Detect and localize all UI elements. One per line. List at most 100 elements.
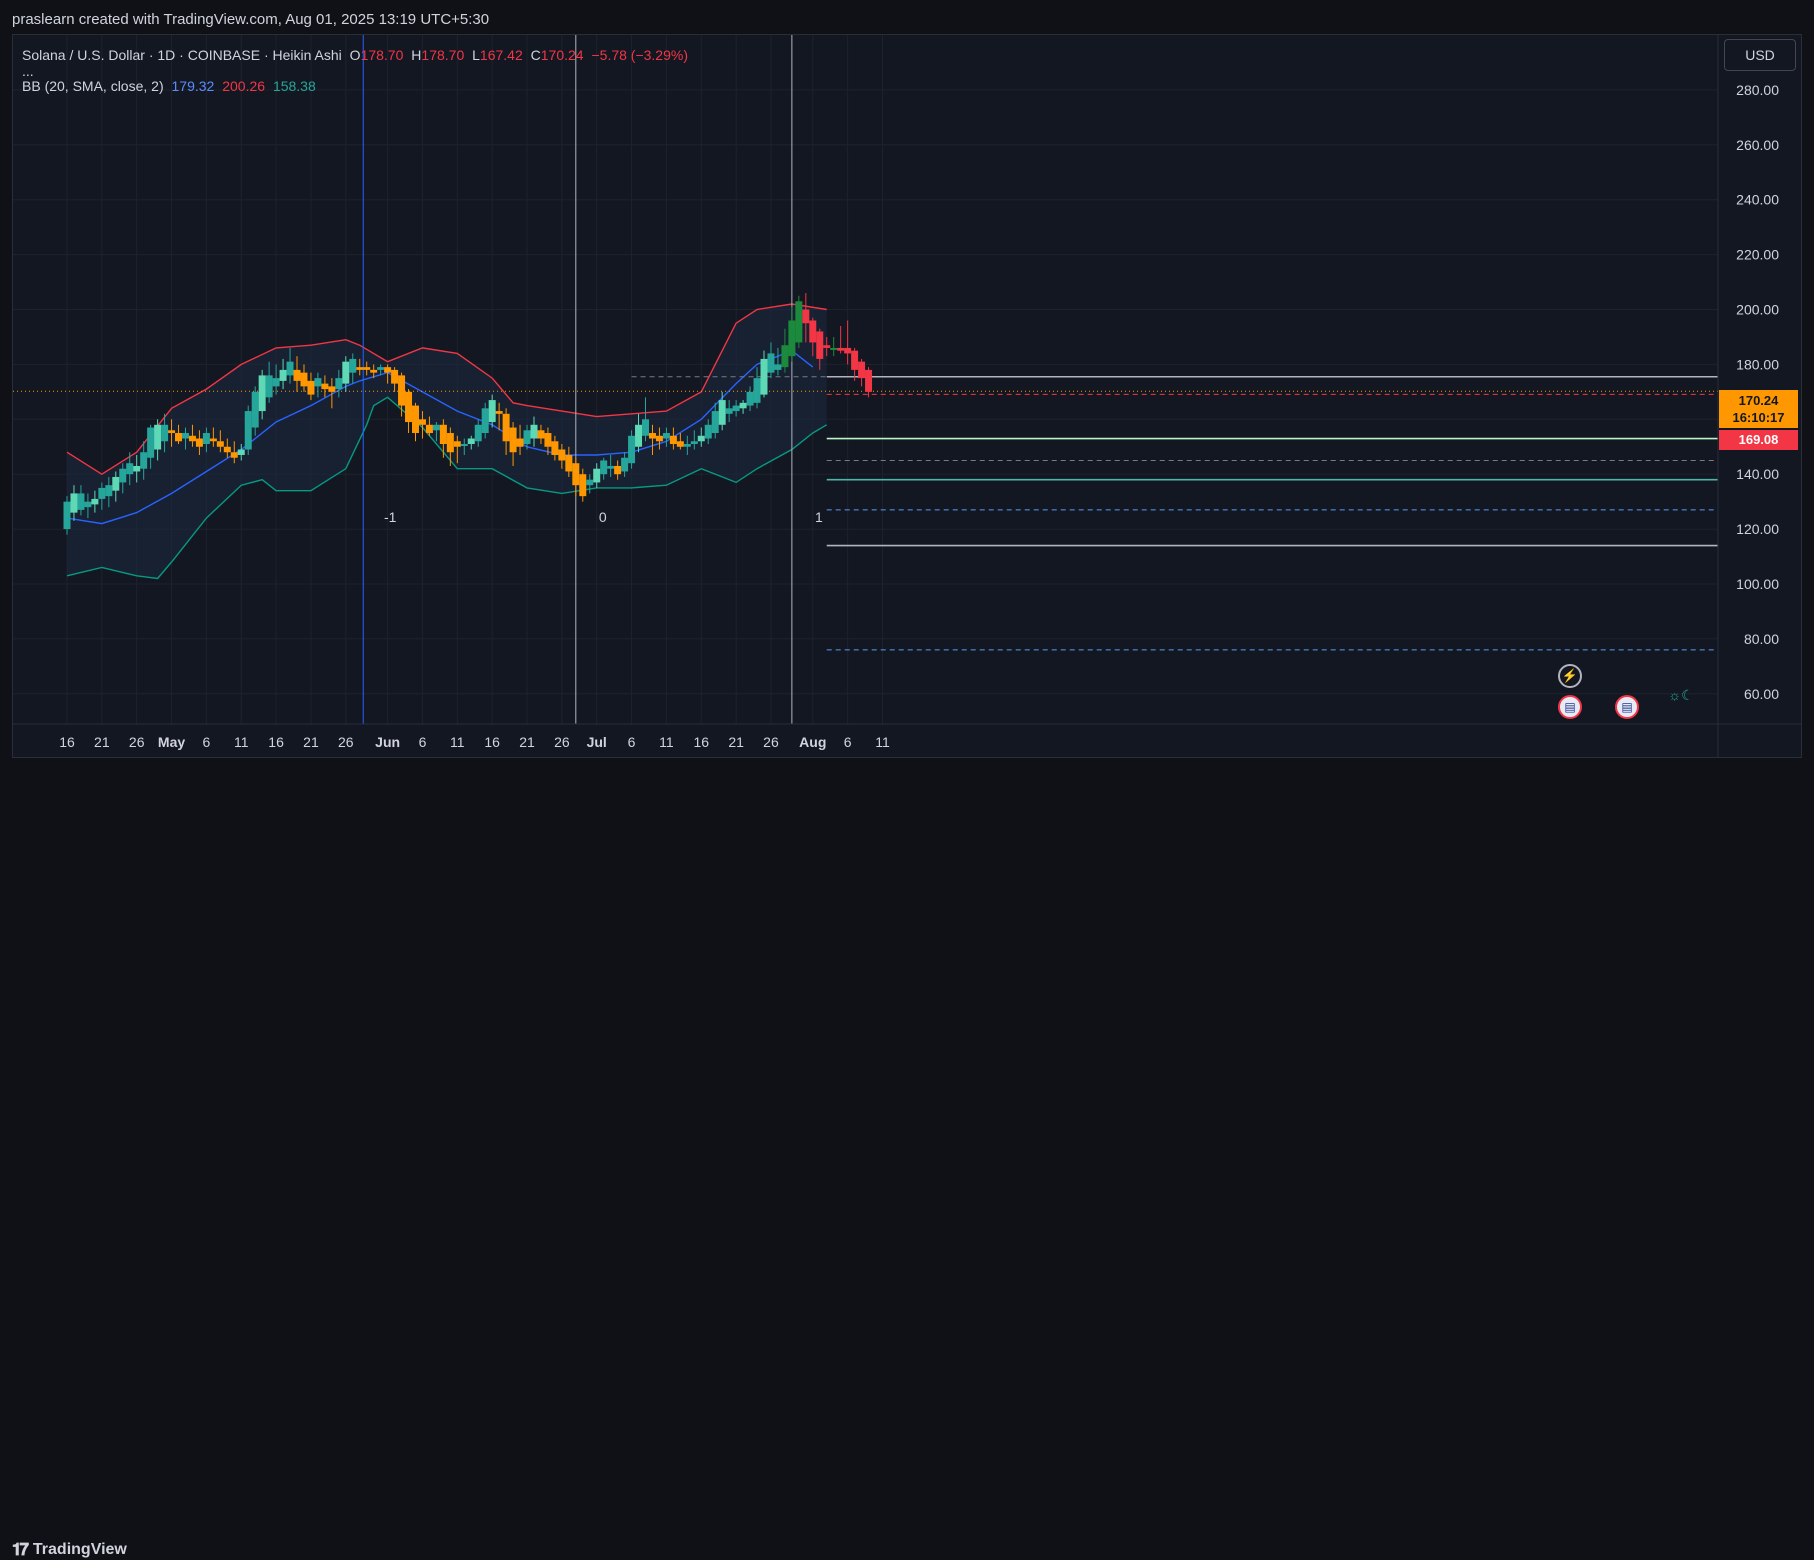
candle-body [655,435,663,442]
candle-body [565,454,573,472]
candle [154,419,162,461]
open-value: 178.70 [360,47,404,63]
candle-body [439,424,447,445]
vertical-marker-label: 1 [815,509,823,525]
candle [858,358,866,387]
candle-body [593,468,601,483]
candle [384,364,392,384]
candle-body [230,452,238,458]
candle [377,364,385,376]
open-label: O [349,47,361,63]
tradingview-logo[interactable]: 𝟏𝟕 TradingView [12,1540,127,1560]
candle [593,463,601,488]
candle [739,400,747,414]
candle-body [168,430,176,434]
us-flag-icon[interactable]: ▤ [1558,695,1582,719]
x-tick-label: 6 [419,734,427,750]
x-tick-label: 26 [763,734,779,750]
candle [676,433,684,450]
candle [802,293,810,343]
candle [230,441,238,464]
candle-body [711,411,719,434]
bb-basis-line [66,349,814,525]
tradingview-logo-icon: 𝟏𝟕 [12,1540,29,1559]
candle [286,347,294,384]
x-tick-label: 11 [659,734,674,750]
candle [258,369,266,420]
candle-body [147,427,155,458]
candle-body [746,391,754,406]
candle-body [530,424,538,439]
candle-body [188,435,196,442]
candle [70,485,78,521]
candle-body [572,463,580,486]
candle [837,325,845,354]
symbol-description[interactable]: Solana / U.S. Dollar · 1D · COINBASE · H… [22,47,342,63]
candle [77,485,85,516]
candle [363,361,371,376]
legend-more-button[interactable]: ... [22,63,34,79]
candle [697,427,705,447]
vertical-marker-label: -1 [384,509,397,525]
sun-moon-icon[interactable]: ☼☾ [1668,686,1694,703]
x-tick-label: 6 [203,734,211,750]
candle [809,317,817,357]
candle-body [481,408,489,434]
candle-body [767,353,775,373]
candle-body [648,433,656,439]
candle-body [91,498,99,505]
candle [551,435,559,461]
y-tick-label: 100.00 [1736,576,1779,592]
candle [91,490,99,513]
candle-body [509,427,517,453]
candle [300,364,308,392]
candle-body [586,479,594,486]
candle [349,353,357,384]
candle [488,394,496,428]
candle [209,427,217,447]
close-value: 170.24 [540,47,584,63]
low-value: 167.42 [479,47,523,63]
candle [523,424,531,450]
candle [642,397,650,442]
candle [725,400,733,423]
chart-attribution: praslearn created with TradingView.com, … [12,11,490,28]
candle [279,358,287,390]
candle [711,402,719,439]
candle-body [133,465,141,472]
x-tick-label: Jun [375,734,400,750]
candle [237,444,245,461]
candle-body [802,309,810,324]
candle-body [795,301,803,343]
candle-body [307,380,315,395]
bb-legend-row[interactable]: BB (20, SMA, close, 2) 179.32 200.26 158… [22,77,688,96]
candle [223,438,231,458]
candle-body [844,347,852,354]
x-tick-label: Jul [587,734,607,750]
bb-upper-line [66,303,827,476]
currency-button[interactable]: USD [1724,39,1796,71]
change-value: −5.78 (−3.29%) [591,47,688,63]
price-chart[interactable]: -101 60.0080.00100.00120.00140.00160.001… [0,0,1814,766]
candle [84,493,92,519]
candle [356,358,364,376]
candle-body [551,441,559,455]
bb-label: BB (20, SMA, close, 2) [22,78,164,94]
lightning-icon[interactable]: ⚡ [1558,664,1582,688]
candle-body [126,463,134,475]
candle [537,424,545,445]
candle-body [621,457,629,472]
candle-body [209,438,217,442]
x-tick-label: May [158,734,185,750]
candle-body [446,433,454,453]
candle-body [781,345,789,368]
candle [683,435,691,455]
us-flag-icon[interactable]: ▤ [1615,695,1639,719]
high-value: 178.70 [421,47,465,63]
candle [188,424,196,447]
candle [314,372,322,398]
candle [760,350,768,398]
candle-body [683,444,691,447]
candle [265,361,273,403]
candle [530,416,538,447]
